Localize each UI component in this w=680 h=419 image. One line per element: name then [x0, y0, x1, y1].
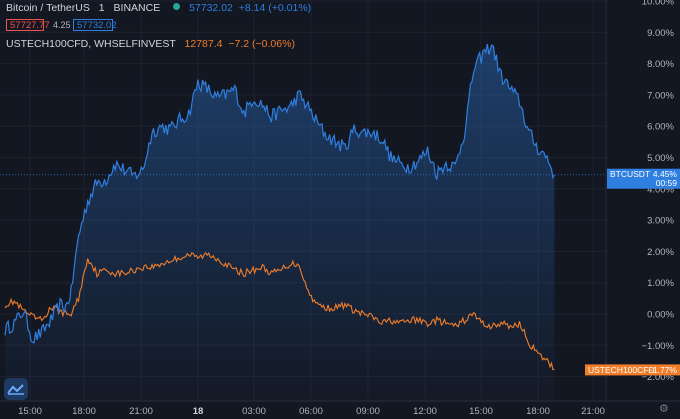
compare-price: 12787.4 — [184, 38, 223, 50]
btc-candle-timer: 00:59 — [656, 178, 678, 188]
y-tick-label: 8.00% — [647, 59, 674, 70]
last-price: 57732.02 — [189, 2, 233, 14]
x-tick-label: 15:00 — [18, 406, 42, 417]
x-tick-label: 15:00 — [469, 406, 493, 417]
y-tick-label: 10.00% — [642, 0, 675, 8]
settings-gear-icon[interactable]: ⚙ — [659, 403, 669, 415]
x-tick-label: 21:00 — [129, 406, 153, 417]
symbol-title[interactable]: Bitcoin / TetherUS — [6, 2, 90, 14]
y-tick-label: 4.00% — [647, 184, 674, 195]
spread-value: 4.25 — [53, 20, 71, 30]
x-tick-label: 03:00 — [242, 406, 266, 417]
btc-label-value: 4.45% — [653, 169, 678, 179]
chart-legend-compare: USTECH100CFD, WHSELFINVEST 12787.4 −7.2 … — [6, 38, 295, 50]
ustech-label-value: −1.77% — [648, 365, 678, 375]
btc-series-line — [4, 43, 555, 344]
y-tick-label: −2.00% — [642, 372, 675, 383]
x-tick-label: 21:00 — [581, 406, 605, 417]
ustech-label-name: USTECH100CFD — [588, 365, 655, 375]
x-tick-label: 12:00 — [413, 406, 437, 417]
x-tick-label: 09:00 — [356, 406, 380, 417]
x-tick-label: 18:00 — [72, 406, 96, 417]
y-tick-label: 5.00% — [647, 153, 674, 164]
y-tick-label: 7.00% — [647, 90, 674, 101]
market-open-icon — [173, 3, 181, 10]
price-change: +8.14 (+0.01%) — [238, 2, 312, 14]
x-tick-label: 06:00 — [299, 406, 323, 417]
y-tick-label: −1.00% — [642, 341, 675, 352]
y-tick-label: 1.00% — [647, 278, 674, 289]
y-tick-label: 0.00% — [647, 310, 674, 321]
btc-area-fill — [5, 44, 555, 401]
btc-label-name: BTCUSDT — [610, 169, 650, 179]
exchange-label: BINANCE — [113, 2, 161, 14]
x-tick-label: 18 — [193, 406, 204, 417]
ustech-label-tag — [585, 364, 680, 376]
y-tick-label: 3.00% — [647, 216, 674, 227]
y-tick-label: 6.00% — [647, 122, 674, 133]
y-tick-label: 2.00% — [647, 247, 674, 258]
interval-label[interactable]: 1 — [98, 2, 105, 14]
x-tick-label: 18:00 — [526, 406, 550, 417]
tradingview-logo-icon[interactable] — [4, 378, 28, 400]
y-tick-label: 9.00% — [647, 28, 674, 39]
sell-price-button[interactable]: 57727.77 — [6, 19, 50, 31]
compare-symbol[interactable]: USTECH100CFD, WHSELFINVEST — [6, 38, 176, 50]
btc-label-tag — [607, 168, 680, 189]
ustech100-series-line — [4, 251, 555, 371]
y-axis-labels: 10.00% 9.00% 8.00% 7.00% 6.00% 5.00% 4.00% 3.00… — [642, 0, 675, 383]
compare-change: −7.2 (−0.06%) — [228, 38, 295, 50]
chart-legend-main: Bitcoin / TetherUS 1 BINANCE 57732.02 +8… — [6, 2, 311, 14]
buy-price-button[interactable]: 57732.02 — [73, 19, 117, 31]
x-axis-labels: 15:00 18:00 21:00 18 03:00 06:00 09:00 12:00 15:… — [18, 406, 605, 417]
series-price-labels: BTCUSDT 4.45%00:59 USTECH100CFD−1.77% — [0, 168, 680, 376]
